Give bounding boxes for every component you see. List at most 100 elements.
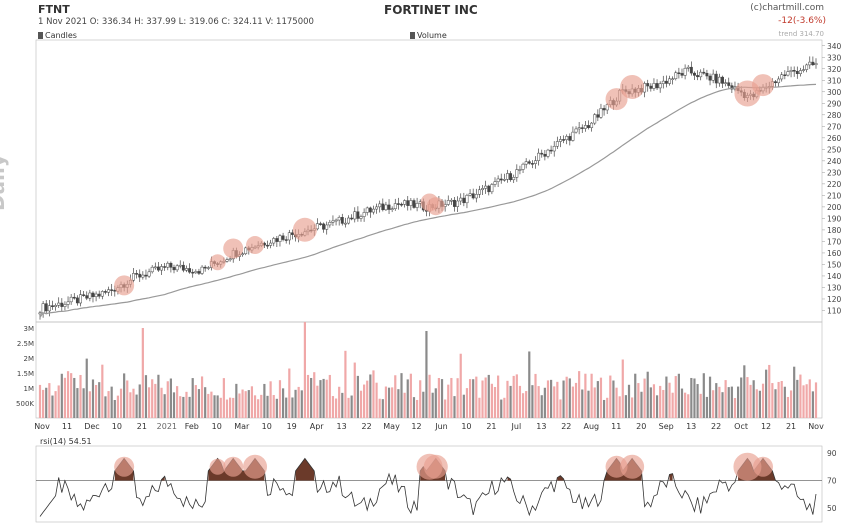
volume-bar [487, 374, 490, 418]
candle-body [191, 271, 195, 274]
price-tick-label: 340 [827, 42, 842, 51]
volume-bar [60, 373, 63, 418]
candle-body [400, 203, 403, 206]
candle-body [79, 294, 82, 304]
candle-body [699, 71, 703, 78]
candle-body [446, 200, 450, 205]
volume-bar [400, 373, 403, 418]
volume-bar [179, 396, 182, 418]
volume-bar [789, 390, 793, 418]
candle-body [524, 161, 528, 165]
signal-marker [292, 217, 317, 242]
volume-bar [808, 379, 811, 418]
volume-bar [599, 377, 603, 418]
quote-line: 1 Nov 2021 O: 336.34 H: 337.99 L: 319.06… [38, 17, 314, 27]
candle-body [340, 217, 344, 224]
volume-bar [384, 386, 388, 418]
source-credit[interactable]: (c)chartmill.com [750, 3, 824, 13]
volume-bar [758, 390, 762, 418]
candle-body [160, 266, 163, 271]
volume-bar [771, 383, 774, 418]
candle-body [347, 217, 350, 224]
volume-bar [537, 386, 540, 418]
volume-bar [94, 384, 98, 418]
candle-body [661, 80, 665, 84]
volume-bar [730, 386, 733, 418]
volume-bar [57, 385, 60, 418]
volume-bar [718, 386, 721, 418]
volume-bar [493, 387, 497, 418]
volume-bar [76, 388, 79, 418]
volume-bar [129, 392, 132, 418]
volume-bar [631, 397, 634, 418]
volume-bar [107, 391, 110, 418]
volume-bar [646, 371, 649, 418]
volume-tick-label: 500K [16, 400, 34, 408]
volume-bar [768, 364, 771, 418]
volume-bar [132, 388, 135, 418]
volume-bar [322, 378, 325, 418]
volume-bar [397, 389, 400, 418]
volume-bar [366, 380, 369, 418]
candle-body [203, 266, 207, 269]
volume-bar [609, 375, 612, 418]
volume-bar [353, 362, 356, 418]
volume-bar [736, 386, 740, 418]
volume-bar [54, 391, 57, 418]
volume-bar [484, 377, 487, 418]
candle-body [677, 72, 681, 74]
candle-body [181, 264, 185, 271]
volume-bar [497, 375, 500, 418]
volume-panel: 500K 1M 1.5M 2M 2.5M 3M [16, 321, 823, 419]
price-tick-label: 140 [827, 272, 842, 281]
signal-marker [246, 236, 265, 255]
candle-body [664, 80, 668, 84]
price-tick-label: 210 [827, 191, 842, 200]
candle-body [449, 199, 453, 202]
candle-body [244, 247, 248, 255]
candle-body [668, 78, 671, 84]
candle-body [689, 66, 693, 74]
volume-bar [338, 386, 341, 418]
volume-bar [774, 389, 777, 418]
volume-bar [297, 386, 300, 418]
volume-bar [746, 377, 749, 418]
candle-body [534, 160, 537, 164]
signal-marker [223, 238, 244, 259]
candle-body [353, 211, 357, 220]
candle-body [552, 145, 556, 152]
candle-body [568, 136, 572, 141]
volume-bar [356, 375, 359, 418]
candle-body [540, 152, 544, 155]
volume-bar [347, 397, 350, 418]
candle-body [63, 304, 67, 307]
rsi-legend: rsi(14) 54.51 [40, 437, 92, 446]
candle-body [543, 153, 547, 157]
candle-body [156, 266, 160, 271]
candle-body [393, 203, 397, 210]
volume-bar [119, 388, 123, 418]
candle-body [138, 273, 142, 278]
volume-bar [378, 398, 381, 418]
candle-body [696, 75, 700, 78]
volume-bar [306, 374, 310, 418]
volume-bar [752, 380, 755, 418]
volume-bar [743, 365, 746, 418]
candle-body [471, 193, 475, 199]
rsi-signal-marker [114, 456, 135, 477]
volume-bar [250, 386, 254, 418]
price-tick-label: 330 [827, 53, 842, 62]
candle-body [555, 141, 559, 147]
candle-body [275, 238, 279, 242]
volume-bar [531, 385, 534, 418]
candle-body [412, 200, 416, 208]
price-tick-label: 120 [827, 295, 842, 304]
date-tick-label: 12 [761, 422, 771, 431]
candle-body [85, 295, 89, 299]
volume-bar [219, 397, 222, 418]
volume-bar [540, 395, 543, 418]
volume-bar [387, 387, 391, 418]
candle-body [509, 173, 513, 181]
candle-body [141, 274, 145, 278]
date-tick-label: Apr [310, 422, 325, 431]
